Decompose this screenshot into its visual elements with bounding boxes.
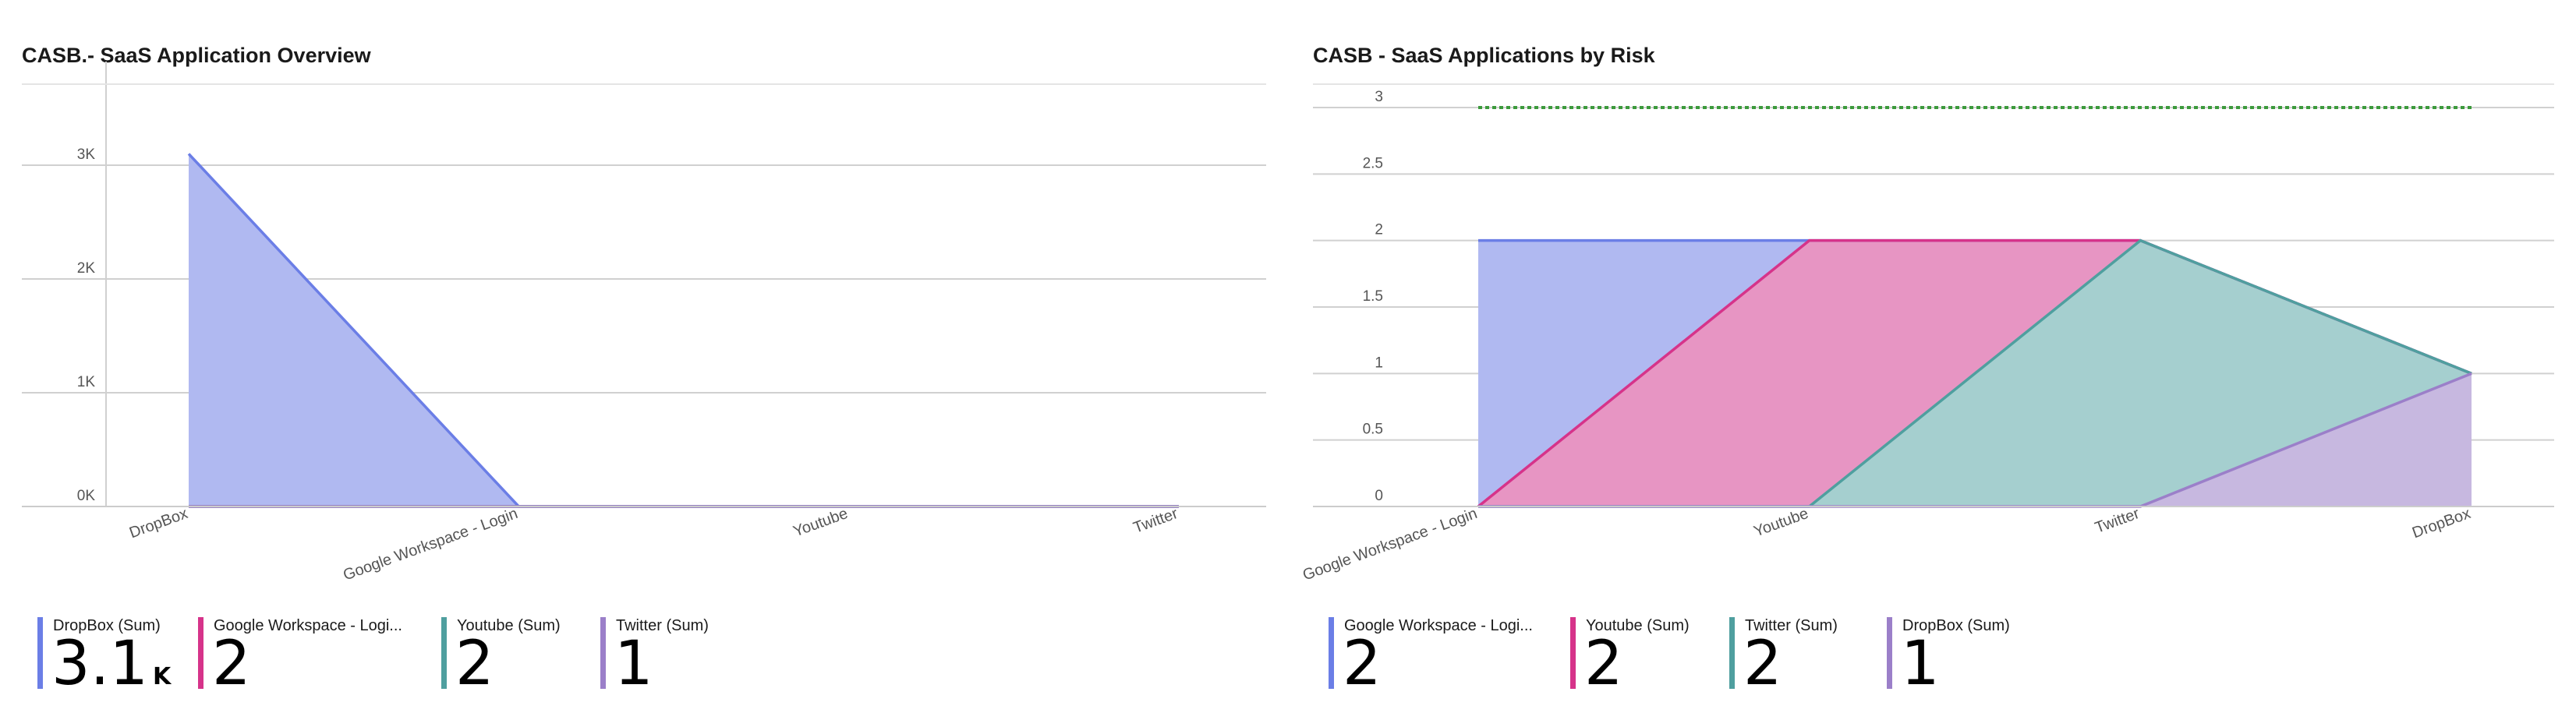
legend-value: 2 bbox=[212, 633, 251, 695]
legend-color-swatch bbox=[1570, 617, 1576, 689]
y-tick-label: 2K bbox=[77, 260, 96, 277]
legend-value: 1 bbox=[1901, 633, 1940, 695]
legend-value-number: 1 bbox=[614, 629, 653, 699]
chart-panel-risk: CASB - SaaS Applications by Risk 0 0.5 1 1.… bbox=[1291, 0, 2576, 720]
y-tick-label: 1 bbox=[1375, 355, 1383, 371]
y-tick-label: 2 bbox=[1375, 222, 1383, 238]
x-category-label: Twitter bbox=[2093, 505, 2142, 537]
legend-value-number: 2 bbox=[1743, 629, 1782, 699]
y-tick-label: 1.5 bbox=[1363, 288, 1383, 305]
legend-value: 2 bbox=[1343, 633, 1382, 695]
x-category-label: Youtube bbox=[1752, 505, 1811, 541]
legend-color-swatch bbox=[441, 617, 447, 689]
legend-color-swatch bbox=[198, 617, 203, 689]
legend-color-swatch bbox=[1887, 617, 1892, 689]
legend-value-number: 2 bbox=[1343, 629, 1382, 699]
legend-value: 2 bbox=[455, 633, 494, 695]
legend-color-swatch bbox=[1329, 617, 1334, 689]
x-category-label: Twitter bbox=[1131, 505, 1180, 537]
y-tick-label: 3 bbox=[1375, 89, 1383, 105]
legend-value: 2 bbox=[1584, 633, 1623, 695]
area-twitter-sum bbox=[1478, 240, 2472, 506]
chart-title: CASB.- SaaS Application Overview bbox=[22, 44, 371, 67]
legend-value-number: 2 bbox=[1584, 629, 1623, 699]
legend-value-unit: K bbox=[153, 663, 172, 690]
overview-area-chart: 0K 1K 2K 3K DropBox Google Workspace - Login Y… bbox=[22, 62, 1266, 584]
x-category-label: DropBox bbox=[127, 505, 190, 542]
x-category-label: Youtube bbox=[791, 505, 851, 541]
legend-color-swatch bbox=[600, 617, 606, 689]
y-tick-label: 2.5 bbox=[1363, 155, 1383, 171]
legend-value-number: 2 bbox=[212, 629, 251, 699]
x-category-label: Google Workspace - Login bbox=[341, 505, 520, 584]
risk-area-chart: 0 0.5 1 1.5 2 2.5 3 Google Workspace - Login You… bbox=[1300, 83, 2554, 584]
chart-panel-overview: CASB.- SaaS Application Overview 0K 1K 2K 3… bbox=[0, 0, 1286, 720]
chart-title: CASB - SaaS Applications by Risk bbox=[1313, 44, 1655, 67]
legend-value: 2 bbox=[1743, 633, 1782, 695]
legend-value: 1 bbox=[614, 633, 653, 695]
legend-color-swatch bbox=[1729, 617, 1735, 689]
y-tick-label: 0K bbox=[77, 488, 96, 504]
y-tick-label: 1K bbox=[77, 374, 96, 390]
area-dropbox-sum bbox=[189, 154, 1179, 506]
y-tick-label: 0 bbox=[1375, 488, 1383, 504]
legend-value-number: 2 bbox=[455, 629, 494, 699]
legend-value: 3.1 K bbox=[51, 633, 171, 708]
x-category-label: Google Workspace - Login bbox=[1300, 505, 1480, 584]
legend-value-number: 1 bbox=[1901, 629, 1940, 699]
y-tick-label: 0.5 bbox=[1363, 422, 1383, 438]
x-category-label: DropBox bbox=[2410, 505, 2473, 542]
legend-color-swatch bbox=[37, 617, 43, 689]
area-dropbox-sum bbox=[1478, 373, 2472, 506]
legend-value-number: 3.1 bbox=[51, 629, 149, 699]
y-tick-label: 3K bbox=[77, 146, 96, 163]
